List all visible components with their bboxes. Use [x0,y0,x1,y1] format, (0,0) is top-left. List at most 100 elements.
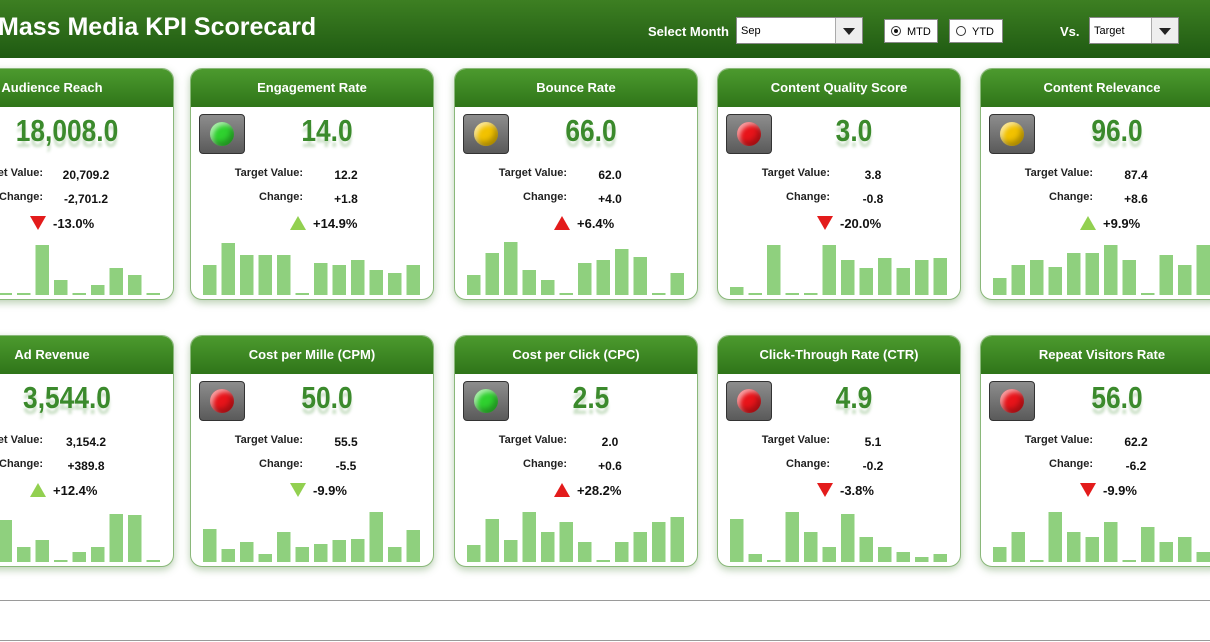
spark-bar [841,514,855,562]
kpi-card: Engagement Rate 14.0 Target Value: 12.2 Chan… [190,68,434,300]
spark-bar [72,293,86,295]
dropdown-button[interactable] [1151,18,1178,43]
sparkline [730,245,947,295]
arrow-shape [817,483,833,497]
target-value: 5.1 [864,435,882,449]
spark-bar [369,270,383,295]
spark-bar [1159,255,1173,295]
spark-bar [504,242,518,295]
target-value: 12.2 [334,168,358,182]
card-title: Repeat Visitors Rate [981,336,1210,374]
spark-bar [351,260,365,295]
spark-bar [767,560,781,562]
change-value: -0.2 [862,459,884,473]
spark-bar [109,268,123,295]
spark-bar [1067,532,1081,562]
change-label: Change: [786,191,830,203]
kpi-value: 3,544.0 [23,380,111,415]
mtd-radio[interactable]: MTD [884,19,938,43]
card-title: Content Quality Score [718,69,960,107]
status-light [199,381,245,421]
sparkline [203,243,420,295]
change-percent: +28.2% [577,483,622,498]
month-dropdown[interactable]: Sep [736,17,863,44]
card-title: Ad Revenue [0,336,173,374]
spark-bar [35,540,49,562]
kpi-card: Content Relevance 96.0 Target Value: 87.4 Ch… [980,68,1210,300]
status-lamp [210,389,234,413]
spark-bar [72,552,86,562]
ytd-label: YTD [972,26,994,38]
ytd-radio[interactable]: YTD [949,19,1003,43]
dropdown-button[interactable] [835,18,862,43]
kpi-value: 56.0 [1091,380,1143,415]
spark-bar [258,554,272,562]
target-label: Target Value: [234,434,303,446]
vs-value: Target [1094,25,1125,37]
kpi-card: Bounce Rate 66.0 Target Value: 62.0 Change: +… [454,68,698,300]
spark-bar [993,278,1007,295]
status-light [199,114,245,154]
spark-bar [146,293,160,295]
kpi-card: Content Quality Score 3.0 Target Value: 3.8… [717,68,961,300]
spark-bar [1011,532,1025,562]
sparkline [203,512,420,562]
vs-dropdown[interactable]: Target [1089,17,1179,44]
spark-bar [804,293,818,295]
spark-bar [35,245,49,295]
spark-bar [633,532,647,562]
target-label: Target Value: [1024,167,1093,179]
arrow-shape [30,216,46,230]
change-percent: -9.9% [1103,483,1137,498]
spark-bar [1104,245,1118,295]
spark-bar [485,253,499,295]
spark-bar [1030,560,1044,562]
spark-bar [1104,522,1118,562]
spark-bar [541,280,555,295]
change-value: -2,701.2 [63,192,109,206]
kpi-value: 4.9 [835,380,873,415]
spark-bar [91,285,105,295]
spark-bar [878,547,892,562]
spark-bar [109,514,123,562]
kpi-card: Audience Reach 18,008.0 Target Value: 20,70… [0,68,174,300]
change-label: Change: [786,458,830,470]
spark-bar [1067,253,1081,295]
spark-bar [859,268,873,295]
status-lamp [474,389,498,413]
spark-bar [730,519,744,562]
spark-bar [1141,293,1155,295]
spark-bar [822,245,836,295]
kpi-value: 2.5 [572,380,610,415]
arrow-shape [554,483,570,497]
spark-bar [633,257,647,295]
spark-bar [596,560,610,562]
sparkline [467,242,684,295]
spark-bar [369,512,383,562]
radio-dot [891,26,901,36]
spark-bar [1159,542,1173,562]
change-value: -6.2 [1125,459,1147,473]
spark-bar [240,255,254,295]
spark-bar [221,549,235,562]
spark-bar [522,512,536,562]
spark-bar [54,280,68,295]
spark-bar [670,517,684,562]
spark-bar [896,552,910,562]
target-value: 55.5 [334,435,358,449]
target-label: Target Value: [498,434,567,446]
spark-bar [522,270,536,295]
status-lamp [1000,122,1024,146]
arrow-shape [554,216,570,230]
spark-bar [388,547,402,562]
card-title: Bounce Rate [455,69,697,107]
spark-bar [1011,265,1025,295]
spark-bar [467,275,481,295]
kpi-value: 3.0 [835,113,873,148]
spark-bar [1196,245,1210,295]
status-light [726,381,772,421]
sparkline [730,512,947,562]
target-label: Target Value: [1024,434,1093,446]
spark-bar [351,539,365,562]
spark-bar [1085,537,1099,562]
